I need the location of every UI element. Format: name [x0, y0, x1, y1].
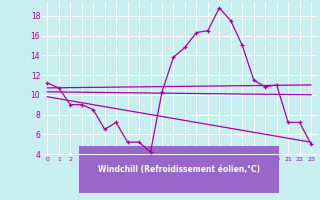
X-axis label: Windchill (Refroidissement éolien,°C): Windchill (Refroidissement éolien,°C)	[98, 165, 260, 174]
